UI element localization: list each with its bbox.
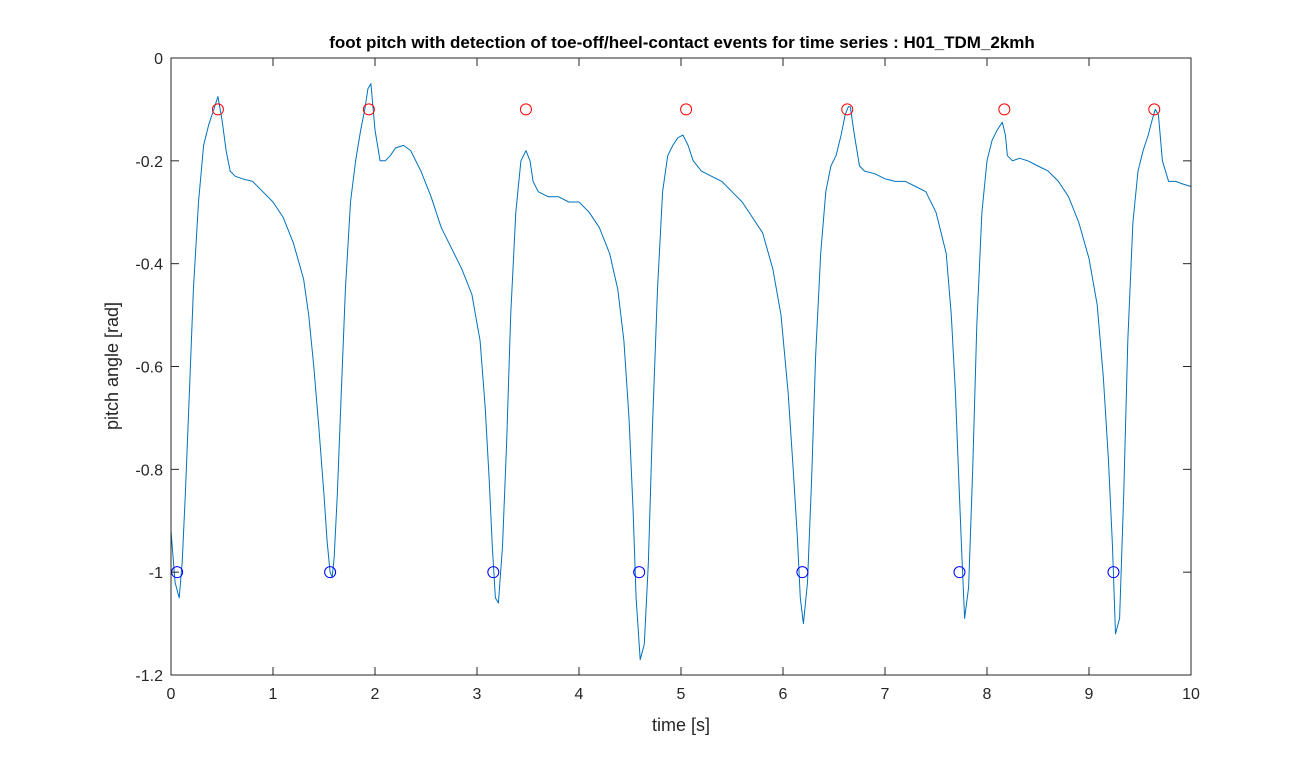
x-tick-label: 7 bbox=[881, 686, 890, 703]
toe-off-marker bbox=[841, 103, 854, 116]
toe-off-marker bbox=[519, 103, 532, 116]
toe-off-marker bbox=[680, 103, 693, 116]
chart-title: foot pitch with detection of toe-off/hee… bbox=[329, 33, 1035, 52]
toe-off-marker bbox=[1148, 103, 1161, 116]
y-tick-label: -0.2 bbox=[135, 154, 163, 171]
x-tick-label: 10 bbox=[1182, 686, 1200, 703]
x-tick-label: 4 bbox=[575, 686, 584, 703]
tick-layer: 0 1 2 3 4 5 6 7 8 9 10 0 -0.2 -0.4 -0.6 -0.8 -1 -1.2 bbox=[135, 51, 1200, 703]
y-tick-label: -0.6 bbox=[135, 360, 163, 377]
y-tick-label: -0.8 bbox=[135, 462, 163, 479]
x-tick-label: 3 bbox=[473, 686, 482, 703]
toe-off-marker bbox=[362, 103, 375, 116]
x-axis-label: time [s] bbox=[652, 715, 710, 735]
y-tick-label: -1.2 bbox=[135, 668, 163, 685]
series-line bbox=[170, 83, 1192, 661]
x-tick-label: 8 bbox=[983, 686, 992, 703]
heel-contact-marker bbox=[633, 566, 646, 579]
y-tick-label: -0.4 bbox=[135, 257, 163, 274]
x-tick-label: 9 bbox=[1085, 686, 1094, 703]
y-tick-label: 0 bbox=[154, 51, 163, 68]
x-tick-label: 1 bbox=[269, 686, 278, 703]
x-tick-label: 0 bbox=[167, 686, 176, 703]
series-layer bbox=[170, 83, 1192, 661]
toe-off-marker bbox=[998, 103, 1011, 116]
heel-contact-marker bbox=[324, 566, 337, 579]
y-tick-label: -1 bbox=[149, 565, 163, 582]
heel-contact-marker bbox=[953, 566, 966, 579]
heel-contact-marker bbox=[796, 566, 809, 579]
y-axis-label: pitch angle [rad] bbox=[102, 302, 122, 430]
plot-area bbox=[171, 58, 1191, 675]
heel-contact-marker bbox=[487, 566, 500, 579]
x-tick-label: 2 bbox=[371, 686, 380, 703]
heel-contact-marker bbox=[1107, 566, 1120, 579]
x-tick-label: 6 bbox=[779, 686, 788, 703]
toe-off-marker bbox=[211, 103, 224, 116]
x-tick-label: 5 bbox=[677, 686, 686, 703]
